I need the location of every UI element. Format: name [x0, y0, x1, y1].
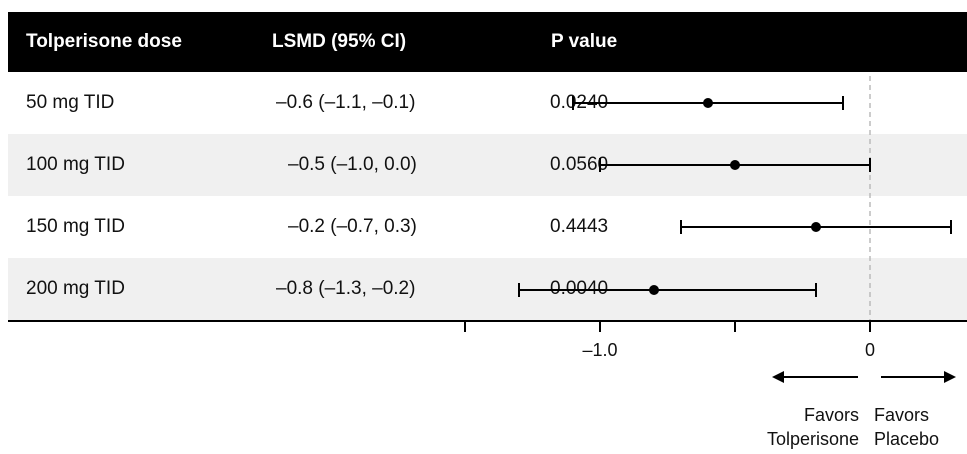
x-axis: –1.000.5 — [465, 321, 967, 360]
x-tick-label: –1.0 — [582, 340, 617, 360]
marks-layer — [519, 96, 951, 297]
point-estimate — [649, 285, 659, 295]
point-estimate — [811, 222, 821, 232]
point-estimate — [730, 160, 740, 170]
favors-right-arrowhead — [944, 371, 956, 383]
favors-right-line2: Placebo — [874, 429, 939, 449]
point-estimate — [703, 98, 713, 108]
favors-right-line1: Favors — [874, 405, 929, 425]
favors-left-line1: Favors — [804, 405, 859, 425]
favors-annotations: Favors Tolperisone Favors Placebo — [767, 371, 956, 449]
favors-left-line2: Tolperisone — [767, 429, 859, 449]
favors-left-arrowhead — [772, 371, 784, 383]
x-tick-label: 0 — [865, 340, 875, 360]
